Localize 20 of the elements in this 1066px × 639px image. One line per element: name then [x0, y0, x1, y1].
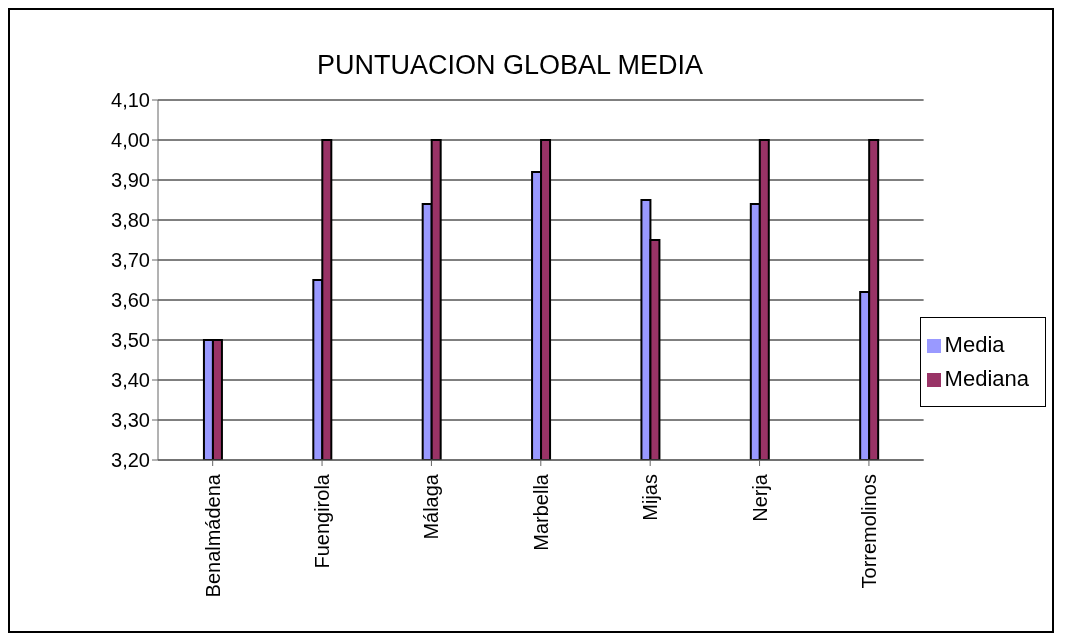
x-tick-label: Málaga [420, 473, 443, 540]
x-tick-label: Nerja [748, 473, 771, 522]
x-tick-label: Mijas [639, 474, 662, 521]
y-tick-label: 3,30 [111, 409, 150, 432]
y-tick-label: 3,80 [111, 209, 150, 232]
x-tick-label: Fuengirola [311, 473, 334, 569]
y-tick-label: 3,40 [111, 369, 150, 392]
y-tick-label: 3,90 [111, 169, 150, 192]
x-tick-label: Torremolinos [857, 474, 880, 589]
chart-title: PUNTUACION GLOBAL MEDIA [315, 50, 705, 81]
y-tick-label: 4,00 [111, 129, 150, 152]
y-tick-label: 3,70 [111, 249, 150, 272]
legend-label: Mediana [944, 366, 1029, 391]
y-tick-label: 3,20 [111, 449, 150, 472]
legend-label: Media [944, 332, 1005, 357]
x-tick-label: Benalmádena [201, 473, 224, 598]
y-tick-label: 4,10 [111, 89, 150, 112]
y-tick-label: 3,60 [111, 289, 150, 312]
x-tick-label: Marbella [529, 473, 552, 551]
y-tick-label: 3,50 [111, 329, 150, 352]
